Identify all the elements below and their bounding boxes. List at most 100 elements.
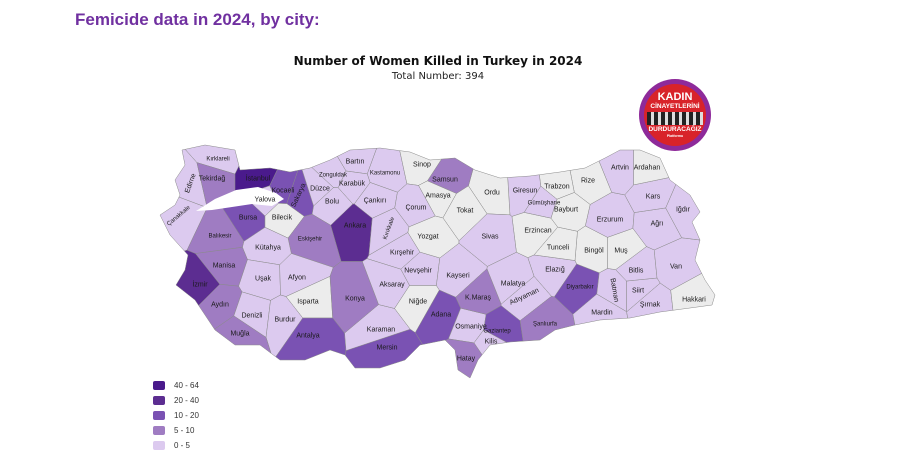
province-label: Tunceli [547, 245, 570, 252]
province-Sivas [458, 213, 517, 267]
province-label: Kırşehir [390, 250, 415, 257]
province-Muğla [214, 315, 272, 354]
province-label: İstanbul [246, 174, 271, 183]
province-label: Kütahya [255, 245, 281, 252]
province-label: Uşak [255, 276, 271, 283]
province-label: Bayburt [554, 207, 578, 214]
province-label: Artvin [611, 165, 629, 172]
province-label: Trabzon [544, 184, 570, 191]
province-label: Bolu [325, 199, 339, 206]
province-label: Hakkari [682, 297, 706, 304]
province-label: Osmaniye [455, 324, 487, 331]
province-label: Çankırı [364, 198, 387, 205]
legend-swatch [153, 411, 165, 420]
province-label: Sinop [413, 162, 431, 169]
province-label: Denizli [241, 313, 262, 320]
province-label: Malatya [501, 281, 526, 288]
province-label: Eskişehir [298, 237, 322, 243]
sea-of-marmara [196, 187, 284, 211]
province-label: Bartın [346, 159, 365, 166]
province-label: Nevşehir [404, 268, 432, 275]
province-label: Manisa [213, 263, 236, 270]
logo-line-1: KADIN [657, 91, 693, 103]
logo-line-4: Platformu [666, 134, 684, 138]
province-label: Muş [614, 248, 628, 255]
legend-item: 10 - 20 [153, 408, 199, 423]
province-label: Aydın [211, 302, 229, 309]
logo-line-3: DURDURACAĞIZ [648, 126, 702, 133]
page-heading: Femicide data in 2024, by city: [75, 10, 320, 29]
province-label: İzmir [192, 280, 208, 289]
province-label: Siirt [632, 288, 644, 295]
province-label: Kilis [485, 339, 498, 346]
province-label: Van [670, 264, 682, 271]
province-label: Karaman [367, 327, 396, 334]
province-label: Kayseri [446, 273, 470, 280]
province-label: Konya [345, 296, 365, 303]
legend-item: 5 - 10 [153, 423, 199, 438]
map-subtitle: Total Number: 394 [391, 71, 485, 82]
province-label: Ankara [344, 223, 366, 230]
province-label: Tekirdağ [199, 176, 226, 183]
province-label: Mersin [376, 345, 397, 352]
province-label: Karabük [339, 181, 366, 188]
legend-item: 40 - 64 [153, 378, 199, 393]
province-label: Mardin [591, 310, 613, 317]
province-label: Ardahan [634, 165, 661, 172]
province-label: Şırnak [640, 302, 661, 309]
legend-label: 0 - 5 [174, 441, 191, 450]
province-label: Gaziantep [483, 329, 511, 335]
province-label: Bursa [239, 215, 257, 222]
province-label: Yalova [255, 197, 276, 204]
province-label: Burdur [274, 317, 296, 324]
province-Artvin [598, 149, 634, 196]
legend-label: 10 - 20 [174, 411, 199, 420]
province-label: Diyarbakır [566, 285, 593, 291]
province-label: Yozgat [417, 234, 438, 241]
map-legend: 40 - 64 20 - 40 10 - 20 5 - 10 0 - 5 [153, 378, 199, 453]
province-label: Antalya [296, 333, 319, 340]
legend-swatch [153, 426, 165, 435]
province-label: Zonguldak [319, 173, 348, 179]
province-label: Elazığ [545, 267, 565, 274]
province-İzmir [175, 249, 221, 306]
province-label: Kastamonu [370, 171, 400, 177]
logo-line-2: CİNAYETLERİNİ [650, 103, 700, 110]
province-label: Afyon [288, 275, 306, 282]
province-label: Samsun [432, 177, 458, 184]
province-label: K.Maraş [465, 295, 492, 302]
province-label: Adana [431, 312, 451, 319]
legend-item: 0 - 5 [153, 438, 199, 453]
province-label: Batman [608, 278, 619, 303]
province-label: Kırklareli [206, 157, 229, 163]
province-label: Isparta [297, 299, 319, 306]
province-label: Ağrı [651, 221, 664, 228]
province-label: Bingöl [584, 248, 604, 255]
province-label: Kars [646, 194, 661, 201]
legend-label: 40 - 64 [174, 381, 199, 390]
province-label: Şanlıurfa [533, 322, 558, 328]
province-label: Bitlis [629, 268, 644, 275]
province-label: Iğdır [676, 207, 691, 214]
province-Hakkari [670, 273, 716, 311]
province-label: Rize [581, 178, 595, 185]
province-label: Aksaray [379, 282, 405, 289]
province-label: Düzce [310, 186, 330, 193]
province-Hatay [445, 338, 483, 379]
province-label: Amasya [425, 193, 450, 200]
province-label: Çorum [405, 205, 426, 212]
legend-item: 20 - 40 [153, 393, 199, 408]
province-label: Kocaeli [272, 188, 295, 195]
province-Iğdır [665, 183, 701, 241]
province-label: Tokat [457, 208, 474, 215]
province-label: Hatay [457, 356, 476, 363]
province-label: Bilecik [272, 215, 293, 222]
province-label: Giresun [513, 188, 538, 195]
province-label: Niğde [409, 299, 427, 306]
province-label: Erzurum [597, 217, 624, 224]
kadin-cinayetlerini-durduracagiz-logo: KADIN CİNAYETLERİNİ DURDURACAĞIZ Platfor… [639, 79, 711, 151]
legend-swatch [153, 441, 165, 450]
map-title: Number of Women Killed in Turkey in 2024 [293, 54, 583, 68]
province-label: Sivas [481, 234, 499, 241]
